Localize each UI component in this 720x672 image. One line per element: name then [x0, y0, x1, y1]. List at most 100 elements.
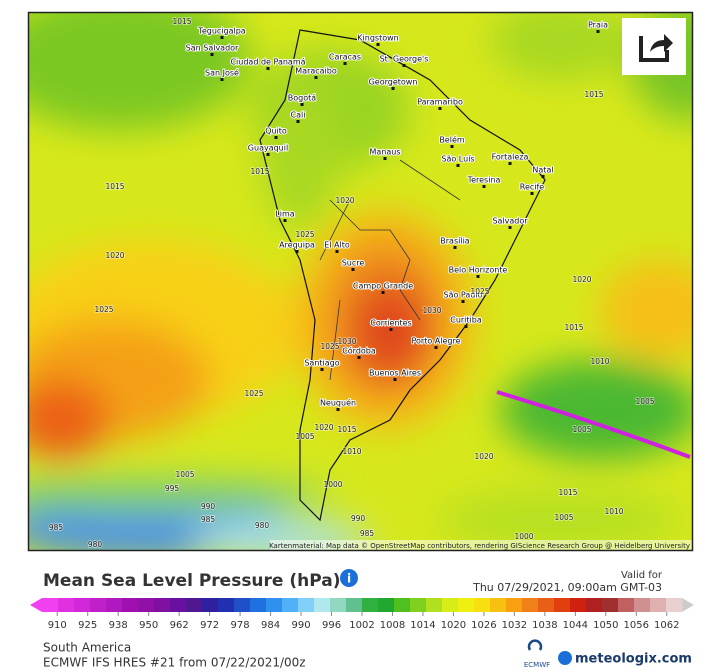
city-label: Buenos Aires: [369, 369, 421, 378]
city-label: Praia: [588, 21, 608, 30]
colorbar-segment: [282, 598, 299, 612]
isobar-label: 1015: [564, 323, 583, 332]
valid-time: Thu 07/29/2021, 09:00am GMT-03: [472, 581, 662, 594]
city-label: Belém: [439, 135, 465, 145]
colorbar-tick-label: 1056: [624, 620, 649, 631]
city-label: São Luís: [441, 155, 474, 164]
colorbar-segment: [314, 598, 331, 612]
city-dot: [456, 164, 460, 167]
isobar-label: 1030: [422, 306, 441, 315]
city-label: Caracas: [329, 53, 361, 62]
info-button[interactable]: [340, 569, 358, 587]
city-label: Sucre: [342, 259, 365, 268]
share-arrow[interactable]: [650, 34, 673, 52]
city-label: Natal: [532, 166, 553, 175]
colorbar-tick-label: 984: [261, 620, 280, 631]
city-dot: [530, 192, 534, 195]
isobar-label: 1025: [470, 287, 489, 296]
valid-label: Valid for: [621, 570, 663, 581]
colorbar: 910 925 938 950 962 972 978 984 990 996 1002 1008 10…: [30, 598, 694, 631]
isobar-label: 1015: [105, 182, 124, 191]
coastline: [259, 29, 546, 522]
city-label: Maracaibo: [295, 67, 337, 76]
city-label: Campo Grande: [353, 282, 413, 291]
city-label: Arequipa: [279, 241, 315, 250]
isobar-label: 1005: [295, 432, 314, 441]
city-label: San Salvador: [186, 44, 239, 53]
city-label: Porto Alegre: [411, 337, 460, 346]
isobar-label: 1015: [558, 488, 577, 497]
colorbar-tick-label: 1044: [563, 620, 588, 631]
isobar-label: 985: [49, 523, 64, 532]
colorbar-tick-label: 990: [292, 620, 311, 631]
city-dot: [220, 78, 224, 81]
isobar-label: 980: [255, 521, 270, 530]
colorbar-segment: [218, 598, 235, 612]
city-label: Curitiba: [450, 316, 482, 325]
info-icon[interactable]: i: [347, 572, 351, 586]
colorbar-segment: [250, 598, 267, 612]
city-dot: [596, 30, 600, 33]
colorbar-tick-label: 978: [231, 620, 250, 631]
city-dot: [402, 64, 406, 67]
isobar-label: 980: [88, 540, 103, 549]
isobar-label: 1020: [474, 452, 493, 461]
colorbar-segment: [330, 598, 347, 612]
isobar-label: 1010: [604, 507, 623, 516]
city-label: Neuquén: [320, 398, 356, 408]
city-label: São Paulo: [444, 291, 483, 300]
attribution-bg: [270, 540, 692, 550]
city-dot: [476, 275, 480, 278]
colorbar-arrow-left: [30, 598, 42, 612]
colorbar-tick-label: 962: [170, 620, 189, 631]
isobar-label: 1015: [584, 90, 603, 99]
isobar-label: 1020: [314, 423, 333, 432]
share-icon[interactable]: [639, 36, 669, 62]
brand-logo: [558, 651, 572, 665]
colorbar-tick-label: 1026: [471, 620, 496, 631]
colorbar-segment: [394, 598, 411, 612]
city-label: Ciudad de Panamá: [230, 58, 305, 67]
colorbar-segment: [490, 598, 507, 612]
isobar-label: 990: [351, 514, 366, 523]
city-dot: [461, 300, 465, 303]
isobar-label: 1025: [94, 305, 113, 314]
city-label: San José: [205, 68, 239, 78]
isobar-label: 985: [201, 515, 216, 524]
city-label: St. George's: [380, 55, 429, 64]
colorbar-segment: [458, 598, 475, 612]
colorbar-segment: [346, 598, 363, 612]
city-dot: [482, 185, 486, 188]
isobar-label: 1025: [295, 230, 314, 239]
city-dot: [383, 157, 387, 160]
colorbar-tick-label: 910: [48, 620, 67, 631]
city-dot: [343, 62, 347, 65]
isobar-label: 1000: [514, 532, 533, 541]
colorbar-segment: [506, 598, 523, 612]
isobar-label: 1025: [320, 342, 339, 351]
city-dot: [336, 408, 340, 411]
colorbar-segment: [154, 598, 171, 612]
isobar-label: 1010: [342, 447, 361, 456]
colorbar-tick-label: 1014: [410, 620, 435, 631]
city-dot: [389, 328, 393, 331]
colorbar-tick-label: 1050: [593, 620, 618, 631]
city-label: Recife: [520, 183, 545, 192]
colorbar-segment: [186, 598, 203, 612]
city-dot: [508, 162, 512, 165]
share-button[interactable]: [622, 18, 686, 75]
isobar-label: 995: [165, 484, 180, 493]
isobar-label: 985: [360, 529, 375, 538]
isobar-label: 990: [201, 502, 216, 511]
city-label: Guayaquil: [248, 144, 288, 153]
colorbar-segment: [122, 598, 139, 612]
colorbar-segment: [410, 598, 427, 612]
colorbar-segment: [554, 598, 571, 612]
city-label: Fortaleza: [492, 153, 529, 162]
colorbar-segment: [426, 598, 443, 612]
isobar-label: 1005: [554, 513, 573, 522]
city-dot: [266, 67, 270, 70]
